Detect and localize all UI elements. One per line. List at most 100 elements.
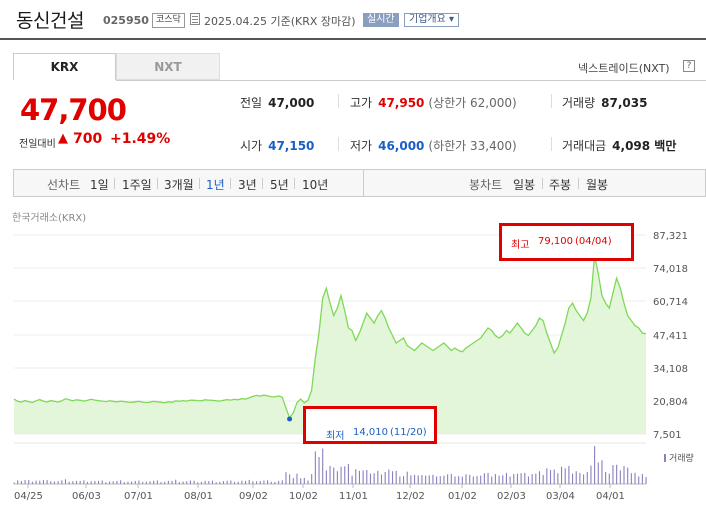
y-tick-label: 87,321 [653,231,688,242]
current-price: 47,700 [20,93,127,127]
volume-bar [373,473,375,484]
high-value: 79,100 [538,236,573,247]
volume-bar [487,472,489,484]
volume-bar [509,476,511,484]
volume-bar [311,474,313,484]
volume-bar [252,481,254,484]
volume-bar [303,477,305,484]
x-tick-label: 12/02 [396,491,425,502]
volume-bar [296,473,298,484]
volume-bar [414,474,416,484]
volume-bar [560,466,563,484]
volume-bar [79,480,81,484]
volume-bar [127,481,129,484]
volume-bar [410,475,412,484]
candle-daily[interactable]: 일봉 [513,178,536,192]
volume-bar [142,481,144,484]
volume-bar [68,481,70,484]
lower-limit: (하한가 33,400) [428,139,517,153]
help-icon[interactable]: ? [683,60,695,72]
volume-bar [200,481,202,484]
volume-bar [612,465,614,484]
volume-bar [369,473,372,484]
volume-bar [395,470,397,484]
volume-bar [75,480,78,484]
realtime-button[interactable]: 실시간 [363,13,399,27]
volume-bar [274,481,276,484]
volume-bar [322,448,324,484]
volume-bar [90,481,92,484]
volume-bar [516,473,518,484]
volume-bar [513,474,515,484]
volume-bar [549,470,552,484]
period-1w[interactable]: 1주일 [122,178,152,192]
volume-bar [222,481,225,484]
volume-bar [425,475,427,484]
candle-weekly[interactable]: 주봉 [549,178,572,192]
period-1d[interactable]: 1일 [90,178,109,192]
high-label: 최고 [511,240,530,251]
volume-bar [355,469,357,484]
volume-bar [641,474,643,484]
x-tick-label: 08/01 [184,491,213,502]
volume-bar [226,480,228,484]
separator [199,178,200,189]
volume-bar [145,481,147,484]
volume-bar [476,476,478,484]
volume-bar [391,471,394,484]
volume-bar [638,476,640,484]
change-label: 전일대비 [19,139,56,150]
period-1y[interactable]: 1년 [206,178,225,192]
divider [338,94,339,108]
period-10y[interactable]: 10년 [302,178,329,192]
nxt-link[interactable]: 넥스트레이드(NXT) [578,62,670,75]
volume-bar [553,469,555,484]
low-marker [287,416,293,422]
volume-bar [399,476,401,484]
y-tick-label: 60,714 [653,297,688,308]
stat-value: 47,950 [378,96,425,110]
volume-bar [527,476,530,484]
volume-bar [439,476,441,484]
volume-bar [230,480,232,484]
volume-bar [211,480,214,484]
volume-bar [105,482,107,484]
volume-bar [402,476,405,484]
period-3m[interactable]: 3개월 [164,178,194,192]
separator [262,178,263,189]
x-tick-label: 07/01 [124,491,153,502]
volume-bar [289,474,291,484]
volume-bar [601,460,603,484]
volume-bar [461,476,463,484]
volume-bar [494,474,496,484]
volume-bar [193,480,195,484]
stat-value: 47,150 [268,139,315,153]
tab-nxt[interactable]: NXT [116,53,220,80]
volume-bar [406,471,408,484]
volume-bar [208,481,210,484]
stat-label: 거래대금 [562,139,607,153]
volume-bar [13,482,15,484]
volume-bar [572,473,574,484]
volume-bar [336,471,338,484]
separator [578,178,579,189]
period-5y[interactable]: 5년 [270,178,289,192]
volume-bar [64,479,67,484]
volume-bar [333,467,335,484]
volume-bar [20,481,22,484]
volume-bar [491,476,493,484]
volume-bar [546,468,548,484]
candle-monthly[interactable]: 월봉 [586,178,609,192]
volume-bar [171,480,173,484]
price-line [13,255,647,420]
company-info-dropdown[interactable]: 기업개요 ▾ [404,13,459,27]
period-3y[interactable]: 3년 [238,178,257,192]
volume-bar [167,480,169,484]
x-tick-label: 01/02 [448,491,477,502]
volume-bar [160,482,162,484]
volume-bar [237,481,239,484]
volume-bar [156,480,158,484]
volume-bar [586,472,588,484]
tab-krx[interactable]: KRX [13,53,116,80]
